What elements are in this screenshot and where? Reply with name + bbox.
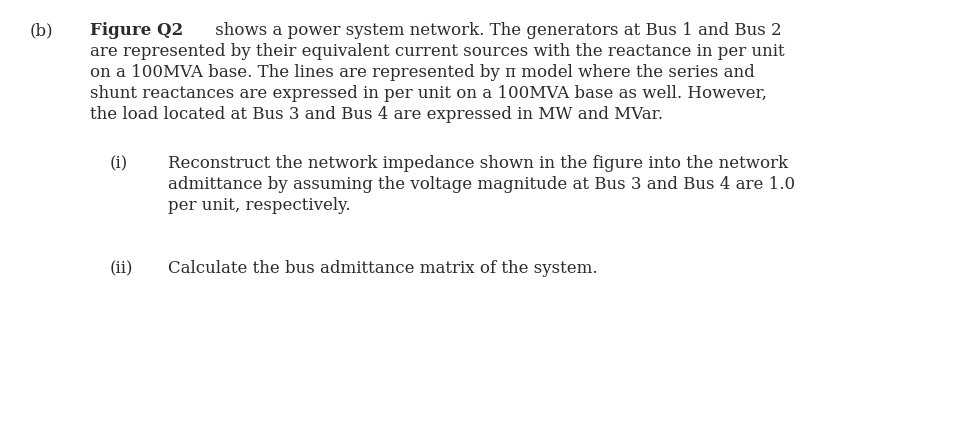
Text: (ii): (ii) xyxy=(110,260,133,277)
Text: (i): (i) xyxy=(110,155,128,172)
Text: per unit, respectively.: per unit, respectively. xyxy=(168,197,351,214)
Text: (b): (b) xyxy=(30,22,54,39)
Text: are represented by their equivalent current sources with the reactance in per un: are represented by their equivalent curr… xyxy=(90,43,785,60)
Text: shunt reactances are expressed in per unit on a 100MVA base as well. However,: shunt reactances are expressed in per un… xyxy=(90,85,767,102)
Text: admittance by assuming the voltage magnitude at Bus 3 and Bus 4 are 1.0: admittance by assuming the voltage magni… xyxy=(168,176,795,193)
Text: the load located at Bus 3 and Bus 4 are expressed in MW and MVar.: the load located at Bus 3 and Bus 4 are … xyxy=(90,106,663,123)
Text: Reconstruct the network impedance shown in the figure into the network: Reconstruct the network impedance shown … xyxy=(168,155,789,172)
Text: shows a power system network. The generators at Bus 1 and Bus 2: shows a power system network. The genera… xyxy=(210,22,782,39)
Text: Calculate the bus admittance matrix of the system.: Calculate the bus admittance matrix of t… xyxy=(168,260,598,277)
Text: on a 100MVA base. The lines are represented by π model where the series and: on a 100MVA base. The lines are represen… xyxy=(90,64,755,81)
Text: Figure Q2: Figure Q2 xyxy=(90,22,183,39)
